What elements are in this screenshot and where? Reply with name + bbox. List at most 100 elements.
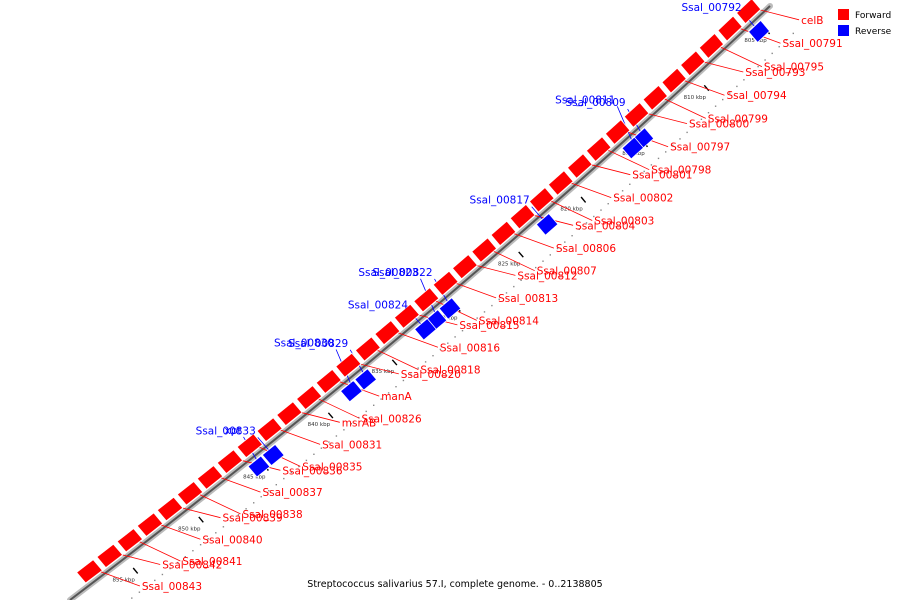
gene-feature	[196, 465, 224, 490]
gene-label-forward: Ssal_00793	[745, 67, 805, 79]
gene-feature	[236, 433, 263, 459]
gene-feature	[247, 455, 271, 478]
gene-feature	[96, 543, 124, 569]
track-dot	[643, 170, 645, 173]
gene-label-forward: Ssal_00841	[182, 556, 242, 568]
gene-feature	[116, 528, 144, 553]
gene-label-forward: Ssal_00801	[632, 170, 692, 182]
track-dot	[169, 567, 171, 570]
track-dot	[146, 585, 148, 587]
track-dot	[657, 157, 660, 160]
gene-feature	[340, 379, 363, 403]
genome-backbone	[67, 3, 773, 600]
map-caption: Streptococcus salivarius 57.I, complete …	[307, 579, 602, 590]
track-dot	[778, 46, 780, 48]
gene-feature	[747, 19, 771, 43]
track-dot	[771, 52, 773, 55]
track-dot	[672, 144, 674, 147]
track-dot	[161, 573, 164, 576]
track-dot	[650, 164, 653, 166]
tick-mark	[132, 567, 139, 574]
gene-feature	[717, 15, 743, 42]
track-dot	[230, 520, 232, 522]
gene-label-reverse: xpt	[225, 425, 242, 437]
track-dot	[237, 514, 240, 516]
track-dot	[636, 177, 638, 179]
track-dot	[614, 196, 617, 198]
gene-feature	[354, 368, 378, 391]
gene-label-forward: Ssal_00816	[440, 342, 500, 354]
gene-feature	[698, 32, 725, 59]
gene-label-forward: Ssal_00814	[479, 315, 539, 327]
track-dot	[461, 330, 464, 332]
gene-label-reverse: Ssal_00824	[348, 300, 408, 312]
gene-label-forward: Ssal_00839	[223, 513, 283, 525]
tick-label: 840 kbp	[308, 422, 331, 428]
legend-reverse-swatch	[838, 25, 849, 36]
gene-feature	[136, 512, 164, 537]
gene-feature	[156, 496, 184, 522]
track-dot	[757, 65, 759, 68]
gene-label-forward: Ssal_00807	[537, 266, 597, 278]
track-dot	[184, 556, 186, 558]
track-dot	[298, 465, 300, 468]
track-dot	[207, 538, 209, 540]
track-dot	[629, 183, 631, 185]
track-dot	[476, 317, 478, 319]
legend-forward-label: Forward	[855, 11, 891, 21]
track-dot	[215, 532, 217, 534]
track-dot	[535, 266, 537, 269]
gene-feature	[374, 320, 401, 346]
gene-features	[76, 0, 771, 584]
track-dot	[410, 373, 412, 375]
track-dot	[253, 502, 255, 504]
gene-label-forward: Ssal_00794	[727, 90, 787, 102]
tick-mark	[327, 412, 334, 419]
track-dot	[527, 273, 530, 275]
tick-label: 820 kbp	[560, 207, 583, 213]
track-dot	[736, 85, 738, 88]
gene-label-forward: Ssal_00797	[670, 142, 730, 154]
track-dot	[154, 579, 156, 582]
gene-label-forward: Ssal_00795	[764, 62, 824, 74]
tick-mark	[580, 196, 587, 203]
track-dot	[505, 292, 508, 294]
track-dot	[743, 79, 745, 81]
track-dot	[275, 484, 277, 486]
track-dot	[365, 410, 367, 413]
track-dot	[417, 367, 419, 369]
legend: Forward Reverse	[838, 9, 892, 37]
gene-feature	[438, 297, 462, 320]
track-dot	[483, 311, 486, 313]
tick-label: 835 kbp	[372, 369, 395, 375]
gene-label-forward: Ssal_00800	[689, 119, 749, 131]
track-dot	[469, 323, 471, 326]
track-dot	[549, 254, 551, 256]
track-dot	[700, 118, 703, 120]
gene-feature	[216, 449, 244, 475]
gene-label-forward: Ssal_00820	[401, 369, 461, 381]
track-dot	[764, 59, 766, 61]
track-dot	[305, 459, 308, 462]
track-dot	[343, 429, 345, 431]
gene-feature	[680, 50, 706, 77]
gene-label-forward: Ssal_00843	[142, 581, 202, 593]
gene-label-forward: Ssal_00840	[202, 534, 262, 546]
track-dot	[138, 591, 141, 593]
track-dot	[222, 526, 225, 528]
tick-label: 830 kbp	[435, 316, 458, 322]
gene-label-forward: Ssal_00836	[282, 465, 342, 477]
track-dot	[729, 92, 731, 94]
gene-feature	[276, 401, 303, 427]
gene-label-forward: msrAB	[342, 417, 376, 429]
tick-label: 825 kbp	[498, 261, 521, 267]
gene-feature	[256, 417, 283, 443]
gene-feature	[623, 102, 650, 128]
track-dot	[714, 105, 717, 107]
gene-label-forward: manA	[381, 391, 412, 403]
gene-label-reverse: Ssal_00829	[288, 338, 348, 350]
gene-label-forward: Ssal_00806	[556, 243, 616, 255]
gene-label-forward: Ssal_00803	[594, 216, 654, 228]
gene-label-forward: Ssal_00831	[322, 439, 382, 451]
